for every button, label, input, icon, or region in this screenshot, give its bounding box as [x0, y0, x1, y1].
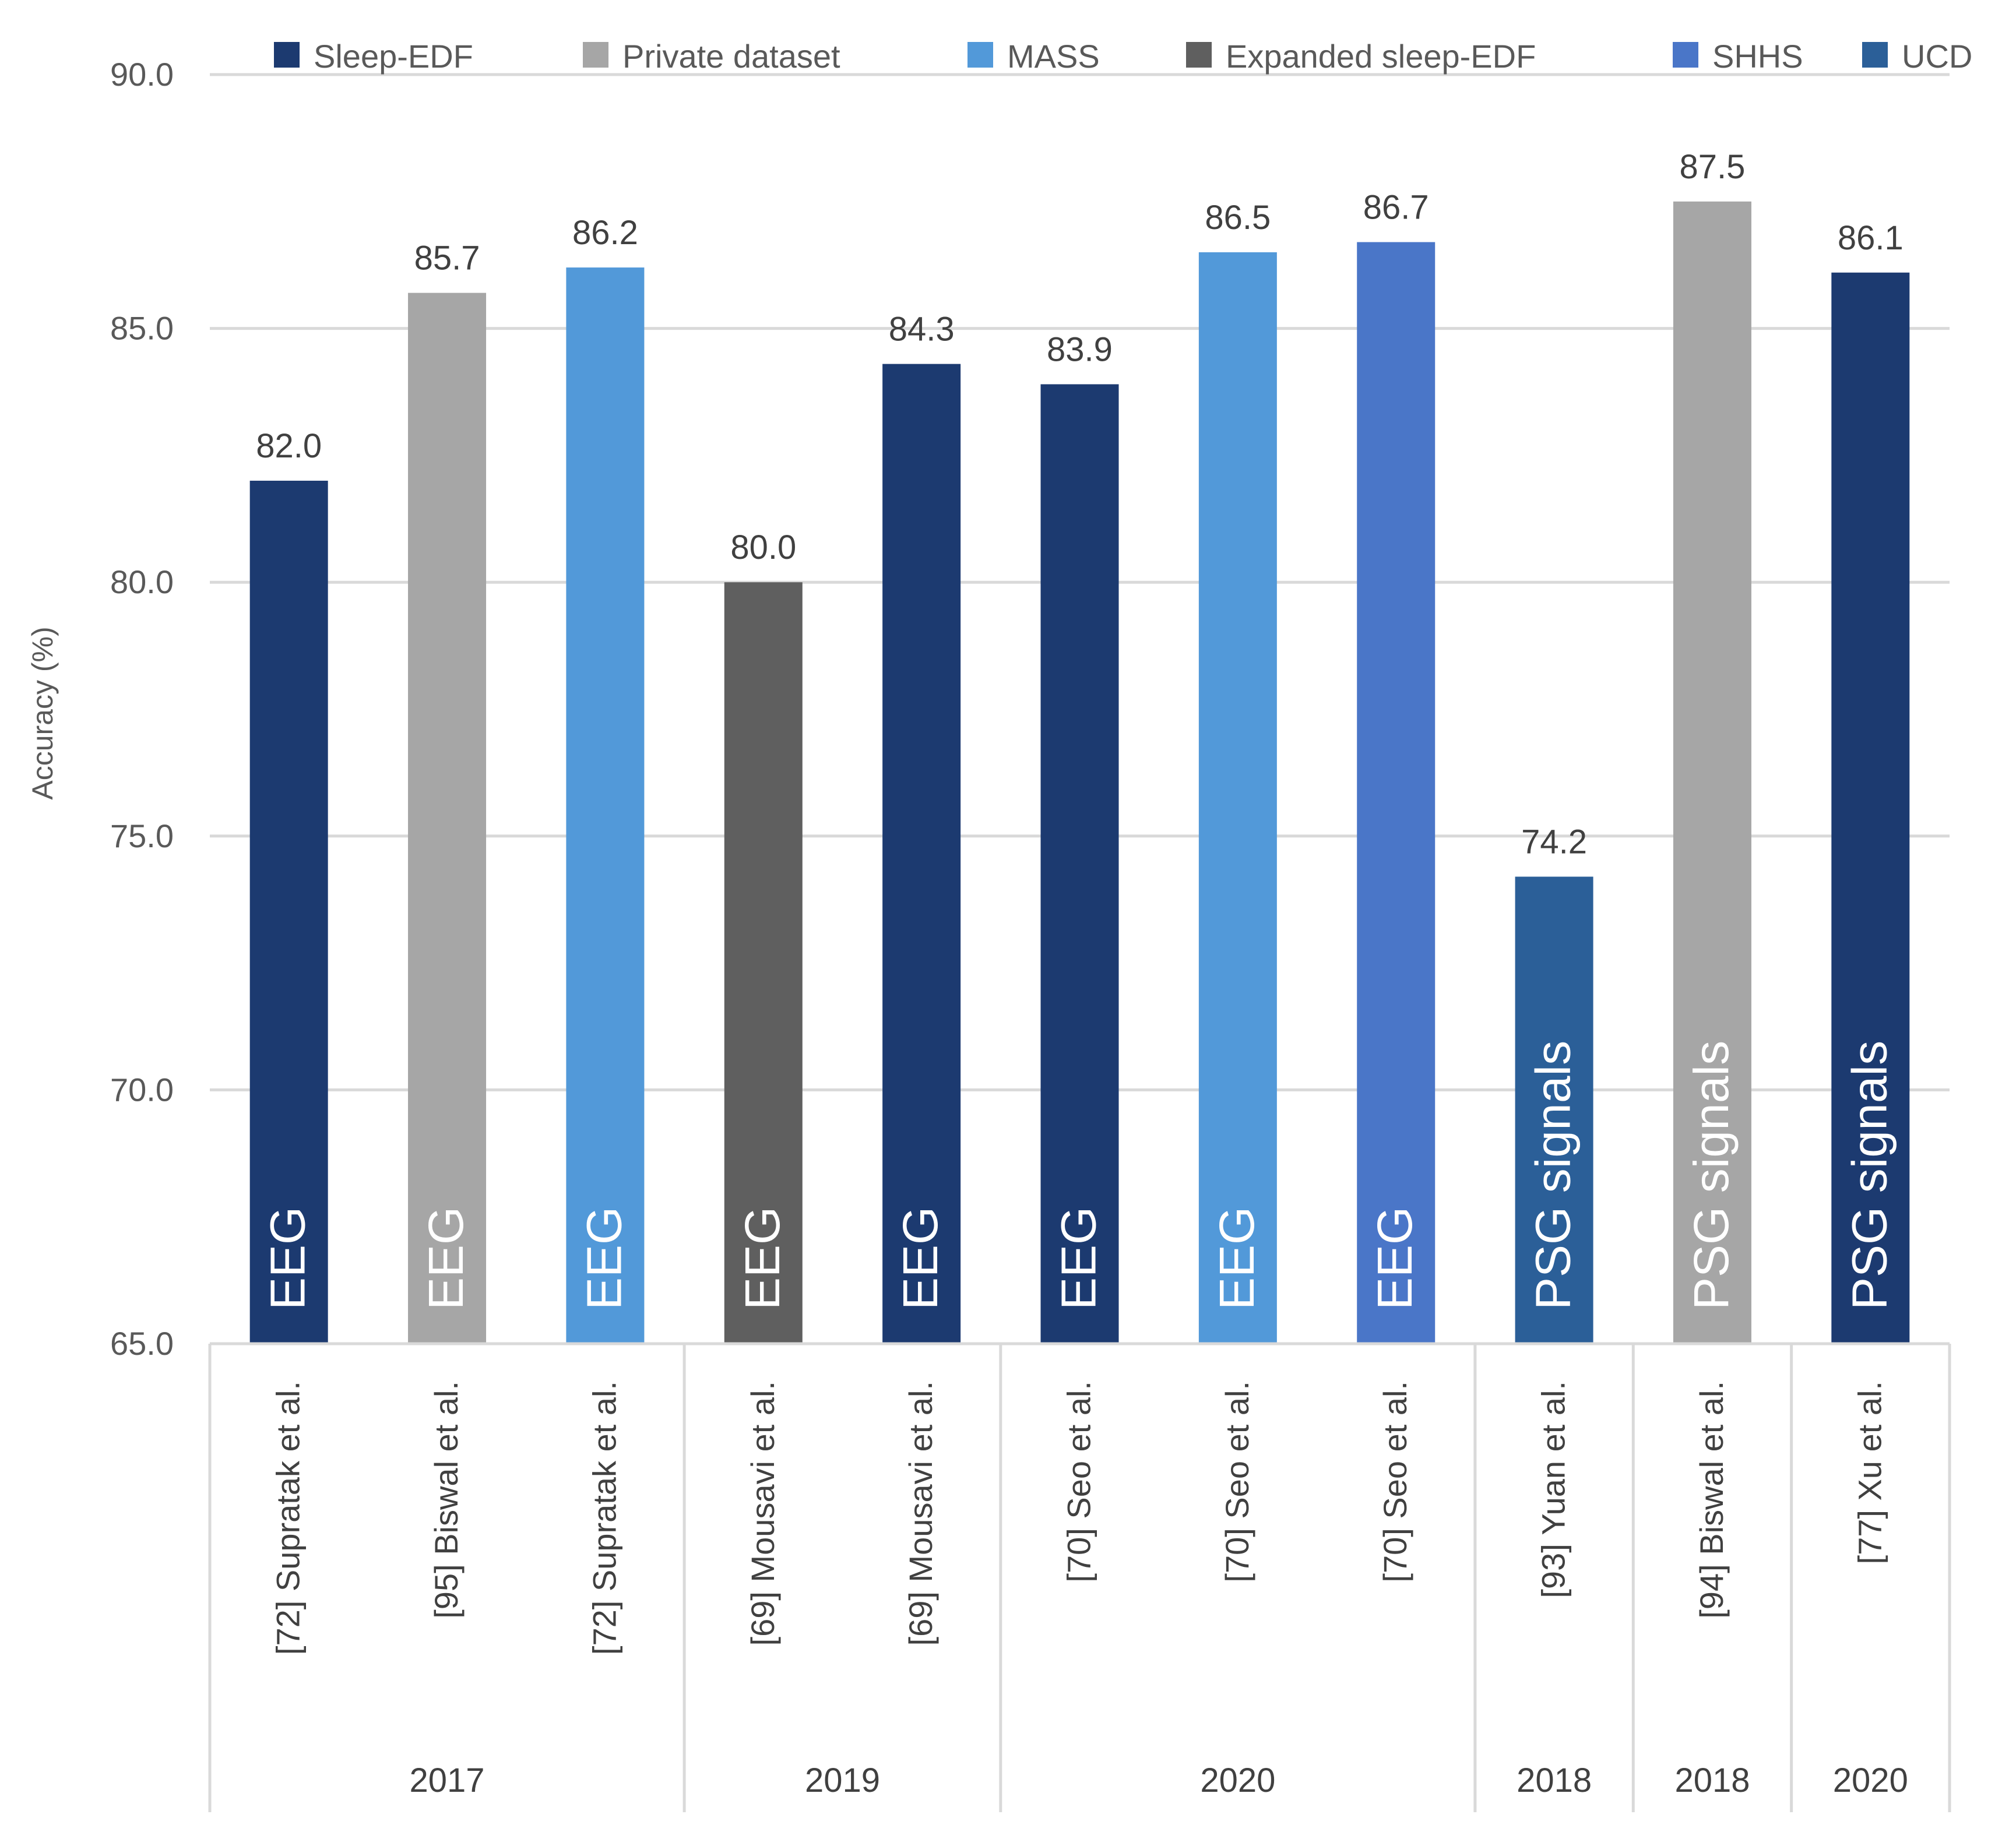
data-label: 86.1: [1838, 219, 1904, 257]
signal-label: PSG signals: [1684, 1041, 1739, 1310]
bar: [1198, 252, 1277, 1344]
y-axis-ticks: 65.0 70.0 75.0 80.0 85.0 90.0: [110, 56, 174, 1362]
legend-label: MASS: [1007, 38, 1100, 75]
legend-swatch: [1862, 42, 1888, 68]
data-label: 83.9: [1047, 330, 1113, 368]
group-label: 2018: [1517, 1762, 1592, 1799]
signal-label: EEG: [1367, 1207, 1422, 1310]
legend-swatch: [274, 42, 300, 68]
y-tick-label: 65.0: [110, 1325, 174, 1362]
bar: [1831, 272, 1910, 1344]
category-label: [70] Seo et al.: [1377, 1381, 1413, 1583]
signal-label: EEG: [1209, 1207, 1264, 1310]
category-axis: [72] Supratak et al. [95] Biswal et al. [7…: [208, 1342, 1951, 1812]
legend-label: SHHS: [1712, 38, 1803, 75]
legend-swatch: [1186, 42, 1212, 68]
bar: [724, 582, 803, 1344]
signal-label: EEG: [418, 1207, 473, 1310]
data-label: 87.5: [1680, 148, 1746, 186]
legend-label: Expanded sleep-EDF: [1226, 38, 1536, 75]
bar: [566, 267, 645, 1344]
legend-swatch: [967, 42, 993, 68]
legend-swatch: [583, 42, 608, 68]
bar: [249, 480, 328, 1344]
signal-label: EEG: [735, 1207, 790, 1310]
data-label: 84.3: [889, 311, 955, 348]
data-label: 74.2: [1521, 823, 1587, 861]
category-label: [69] Mousavi et al.: [902, 1381, 939, 1646]
signal-label: PSG signals: [1526, 1041, 1581, 1310]
category-label: [72] Supratak et al.: [270, 1381, 307, 1655]
category-label: [77] Xu et al.: [1851, 1381, 1888, 1564]
data-label: 86.2: [572, 214, 638, 252]
y-tick-label: 90.0: [110, 56, 174, 93]
group-label: 2020: [1833, 1762, 1908, 1799]
signal-label: EEG: [261, 1207, 315, 1310]
signal-label: EEG: [1051, 1207, 1106, 1310]
data-label: 85.7: [414, 239, 480, 277]
bars: 82.0 EEG 85.7 EEG 86.2 EEG 80.0 EEG 84.3 EEG 83.9 E…: [249, 148, 1910, 1344]
data-label: 82.0: [256, 427, 322, 465]
category-label: [70] Seo et al.: [1061, 1381, 1097, 1583]
legend-label: Sleep-EDF: [314, 38, 473, 75]
bar: [1357, 242, 1436, 1344]
category-label: [72] Supratak et al.: [586, 1381, 622, 1655]
signal-label: EEG: [576, 1207, 631, 1310]
data-label: 86.7: [1363, 188, 1429, 226]
category-label: [94] Biswal et al.: [1693, 1381, 1730, 1619]
group-label: 2019: [805, 1762, 880, 1799]
group-label: 2020: [1200, 1762, 1275, 1799]
bar: [408, 293, 487, 1344]
category-label: [70] Seo et al.: [1219, 1381, 1255, 1583]
y-tick-label: 75.0: [110, 818, 174, 854]
bar: [1673, 201, 1751, 1344]
legend-swatch: [1673, 42, 1698, 68]
bar: [1515, 876, 1593, 1344]
bar: [1040, 384, 1119, 1344]
bar: [882, 364, 961, 1344]
data-label: 80.0: [730, 529, 796, 566]
legend: Sleep-EDF Private dataset MASS Expanded sle…: [274, 38, 1972, 75]
signal-label: EEG: [893, 1207, 948, 1310]
category-label: [69] Mousavi et al.: [744, 1381, 781, 1646]
y-tick-label: 70.0: [110, 1071, 174, 1108]
data-label: 86.5: [1205, 199, 1271, 237]
y-tick-label: 80.0: [110, 563, 174, 600]
group-label: 2017: [410, 1762, 485, 1799]
group-label: 2018: [1674, 1762, 1750, 1799]
y-axis-label: Accuracy (%): [26, 626, 59, 799]
signal-label: PSG signals: [1842, 1041, 1897, 1310]
legend-label: Private dataset: [622, 38, 840, 75]
category-label: [93] Yuan et al.: [1535, 1381, 1572, 1598]
y-tick-label: 85.0: [110, 310, 174, 347]
category-label: [95] Biswal et al.: [428, 1381, 465, 1619]
legend-label: UCD: [1902, 38, 1972, 75]
